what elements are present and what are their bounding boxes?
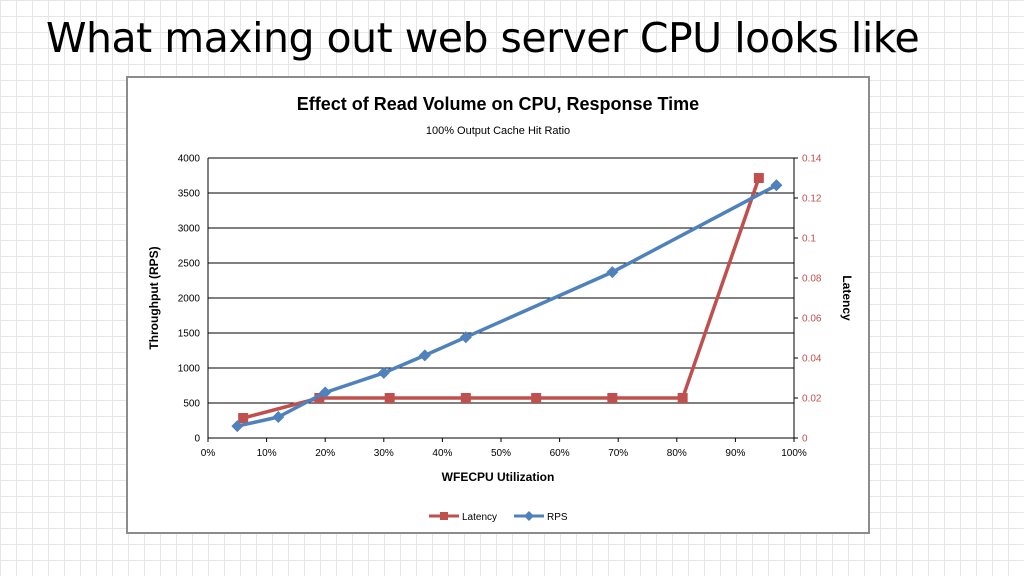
chart-frame: Effect of Read Volume on CPU, Response T… xyxy=(126,76,870,534)
latency-point xyxy=(753,173,764,183)
y2-tick-label: 0.02 xyxy=(802,394,822,405)
x-tick-label: 70% xyxy=(608,448,628,459)
latency-point xyxy=(314,393,325,403)
latency-point xyxy=(384,393,395,403)
x-tick-label: 20% xyxy=(315,448,335,459)
y-tick-label: 4000 xyxy=(178,154,201,165)
latency-point xyxy=(238,413,249,423)
y-tick-label: 2000 xyxy=(178,294,201,305)
y2-axis-title: Latency xyxy=(840,275,854,321)
series-layer xyxy=(231,173,783,433)
x-tick-label: 80% xyxy=(667,448,687,459)
chart-title: Effect of Read Volume on CPU, Response T… xyxy=(297,94,699,114)
x-tick-label: 100% xyxy=(781,448,807,459)
rps-point xyxy=(459,331,472,344)
x-tick-label: 10% xyxy=(257,448,277,459)
y-tick-label: 1000 xyxy=(178,364,201,375)
y-tick-label: 0 xyxy=(194,434,200,445)
rps-point xyxy=(319,386,332,399)
rps-series-line xyxy=(236,183,778,428)
x-tick-labels: 0% 10% 20% 30% 40% 50% 60% 70% 80% 90% 100% xyxy=(201,448,807,459)
y2-tick-label: 0 xyxy=(802,434,808,445)
y2-tick-label: 0.14 xyxy=(802,154,822,165)
latency-point xyxy=(460,393,471,403)
y-tick-label: 3500 xyxy=(178,189,201,200)
x-tick-label: 40% xyxy=(432,448,452,459)
y-tick-label: 3000 xyxy=(178,224,201,235)
rps-point xyxy=(377,366,390,379)
legend-latency-marker xyxy=(440,512,448,520)
x-tick-label: 0% xyxy=(201,448,216,459)
legend-rps-label: RPS xyxy=(547,512,568,523)
y2-tick-label: 0.06 xyxy=(802,314,822,325)
y-tick-labels: 0 500 1000 1500 2000 2500 3000 3500 4000 xyxy=(178,154,201,445)
y2-tick-label: 0.12 xyxy=(802,194,822,205)
y-tick-label: 1500 xyxy=(178,329,201,340)
rps-point xyxy=(606,266,619,279)
rps-point xyxy=(418,349,431,362)
rps-point xyxy=(770,179,783,192)
legend-rps-marker xyxy=(524,511,534,521)
chart-subtitle: 100% Output Cache Hit Ratio xyxy=(426,125,570,137)
rps-point xyxy=(231,420,244,433)
x-tick-label: 30% xyxy=(374,448,394,459)
x-tick-label: 60% xyxy=(550,448,570,459)
y2-tick-label: 0.08 xyxy=(802,274,822,285)
rps-point xyxy=(272,411,285,423)
y2-tick-label: 0.1 xyxy=(802,234,816,245)
y2-tick-label: 0.04 xyxy=(802,354,822,365)
y-axis-title: Throughput (RPS) xyxy=(147,246,161,349)
latency-series-line xyxy=(242,177,761,420)
slide-title: What maxing out web server CPU looks lik… xyxy=(46,14,920,62)
y-tick-label: 500 xyxy=(183,399,200,410)
legend-latency-label: Latency xyxy=(462,512,497,523)
x-tick-label: 50% xyxy=(491,448,511,459)
y2-tick-labels: 0 0.02 0.04 0.06 0.08 0.1 0.12 0.14 xyxy=(802,154,822,445)
chart-svg: Effect of Read Volume on CPU, Response T… xyxy=(147,94,854,523)
y-tick-label: 2500 xyxy=(178,259,201,270)
latency-point xyxy=(531,393,542,403)
latency-point xyxy=(607,393,618,403)
x-tick-label: 90% xyxy=(725,448,745,459)
legend: Latency RPS xyxy=(429,511,568,523)
latency-point xyxy=(677,393,688,403)
x-axis-title: WFECPU Utilization xyxy=(442,470,555,484)
